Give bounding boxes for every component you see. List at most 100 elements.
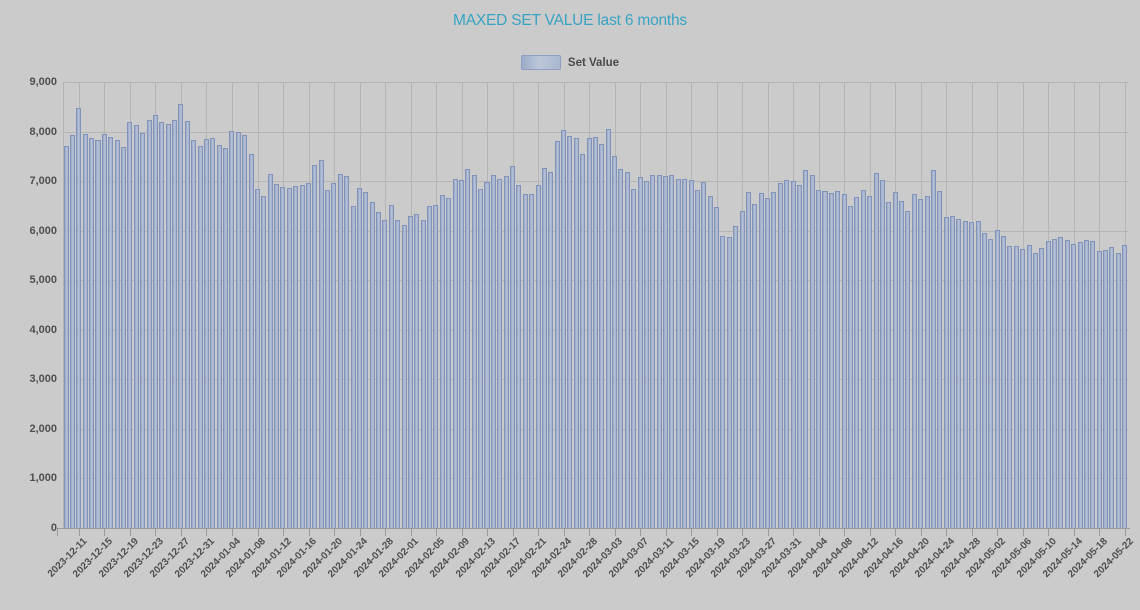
bar[interactable] [969, 222, 975, 529]
bar[interactable] [675, 179, 681, 529]
bar[interactable] [714, 207, 720, 529]
bar[interactable] [873, 172, 879, 529]
bar[interactable] [286, 187, 292, 529]
bar[interactable] [1058, 237, 1064, 529]
bar[interactable] [82, 134, 88, 529]
bar[interactable] [745, 191, 751, 529]
bar[interactable] [344, 175, 350, 529]
legend[interactable]: Set Value [0, 55, 1140, 70]
bar[interactable] [127, 121, 133, 529]
bar[interactable] [69, 135, 75, 529]
bar[interactable] [452, 179, 458, 529]
bar[interactable] [956, 219, 962, 529]
bar[interactable] [809, 174, 815, 529]
bar[interactable] [1122, 244, 1128, 529]
bar[interactable] [988, 239, 994, 529]
bar[interactable] [89, 137, 95, 529]
bar[interactable] [1077, 242, 1083, 529]
bar[interactable] [471, 174, 477, 529]
bar[interactable] [146, 119, 152, 529]
bar[interactable] [376, 212, 382, 529]
bar[interactable] [191, 139, 197, 529]
bar[interactable] [318, 159, 324, 529]
bar[interactable] [943, 217, 949, 529]
bar[interactable] [739, 210, 745, 529]
bar[interactable] [1103, 250, 1109, 529]
bar[interactable] [1064, 239, 1070, 529]
bar[interactable] [1083, 239, 1089, 529]
bar[interactable] [758, 192, 764, 529]
bar[interactable] [337, 174, 343, 529]
bar[interactable] [184, 121, 190, 529]
bar[interactable] [669, 174, 675, 529]
bar[interactable] [210, 137, 216, 529]
bar[interactable] [382, 219, 388, 529]
bar[interactable] [752, 203, 758, 529]
bar[interactable] [401, 224, 407, 529]
bar[interactable] [293, 186, 299, 529]
bar[interactable] [516, 184, 522, 529]
bar[interactable] [490, 174, 496, 529]
bar[interactable] [1115, 252, 1121, 529]
bar[interactable] [765, 198, 771, 529]
bar[interactable] [663, 175, 669, 529]
bar[interactable] [529, 194, 535, 529]
bar[interactable] [822, 191, 828, 529]
bar[interactable] [172, 120, 178, 529]
bar[interactable] [905, 210, 911, 529]
bar[interactable] [937, 191, 943, 529]
bar[interactable] [707, 196, 713, 529]
bar[interactable] [803, 169, 809, 529]
bar[interactable] [178, 103, 184, 529]
bar[interactable] [242, 135, 248, 529]
bar[interactable] [216, 145, 222, 529]
bar[interactable] [1001, 235, 1007, 529]
bar[interactable] [554, 140, 560, 529]
bar[interactable] [848, 205, 854, 529]
bar[interactable] [159, 121, 165, 529]
bar[interactable] [439, 195, 445, 529]
bar[interactable] [152, 115, 158, 529]
bar[interactable] [624, 171, 630, 529]
bar[interactable] [930, 170, 936, 529]
bar[interactable] [1032, 253, 1038, 529]
bar[interactable] [197, 146, 203, 529]
bar[interactable] [267, 173, 273, 529]
bar[interactable] [950, 215, 956, 529]
bar[interactable] [796, 185, 802, 529]
bar[interactable] [108, 136, 114, 529]
bar[interactable] [726, 237, 732, 529]
bar[interactable] [911, 193, 917, 529]
bar[interactable] [229, 130, 235, 529]
bar[interactable] [299, 185, 305, 529]
bar[interactable] [497, 178, 503, 529]
bar[interactable] [95, 139, 101, 529]
bar[interactable] [605, 129, 611, 529]
bar[interactable] [643, 180, 649, 529]
bar[interactable] [165, 124, 171, 529]
bar[interactable] [618, 168, 624, 529]
bar[interactable] [918, 199, 924, 529]
bar[interactable] [503, 175, 509, 529]
bar[interactable] [1109, 247, 1115, 529]
bar[interactable] [312, 164, 318, 529]
bar[interactable] [120, 147, 126, 529]
bar[interactable] [816, 189, 822, 529]
bar[interactable] [975, 221, 981, 529]
bar[interactable] [1013, 246, 1019, 529]
bar[interactable] [1071, 244, 1077, 529]
bar[interactable] [656, 175, 662, 529]
bar[interactable] [701, 181, 707, 529]
bar[interactable] [573, 137, 579, 529]
bar[interactable] [1052, 239, 1058, 529]
bar[interactable] [63, 146, 69, 529]
bar[interactable] [899, 201, 905, 529]
bar[interactable] [599, 143, 605, 529]
bar[interactable] [1090, 241, 1096, 529]
bar[interactable] [203, 139, 209, 529]
bar[interactable] [879, 179, 885, 529]
bar[interactable] [924, 195, 930, 529]
bar[interactable] [561, 129, 567, 529]
bar[interactable] [892, 191, 898, 529]
bar[interactable] [114, 140, 120, 529]
